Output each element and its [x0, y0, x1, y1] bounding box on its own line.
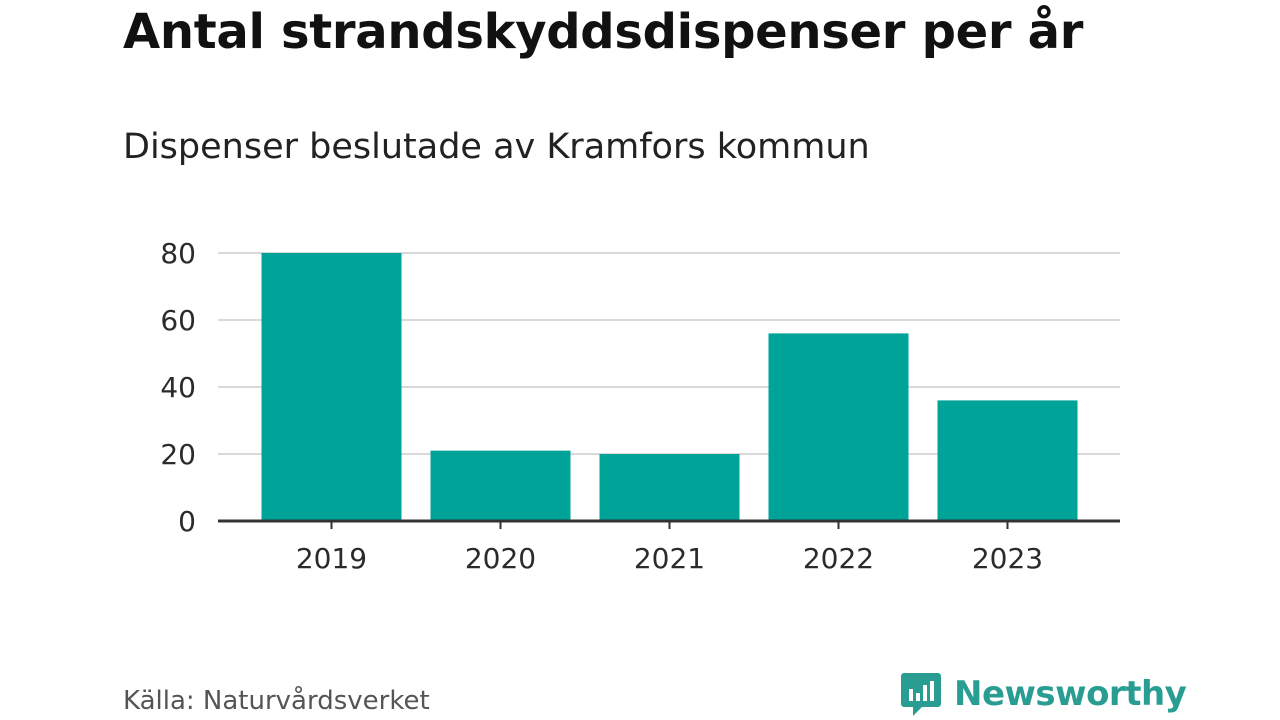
x-tick-label: 2023 — [972, 542, 1043, 575]
brand-name: Newsworthy — [954, 674, 1187, 714]
bar-2020 — [430, 450, 571, 521]
bar-2021 — [599, 454, 740, 521]
bar-2023 — [937, 400, 1078, 521]
x-tick-label: 2022 — [803, 542, 874, 575]
x-tick-label: 2021 — [634, 542, 705, 575]
newsworthy-logo: Newsworthy — [900, 668, 1187, 720]
y-tick-label: 20 — [160, 438, 196, 471]
y-tick-label: 0 — [178, 505, 196, 538]
y-tick-label: 40 — [160, 371, 196, 404]
y-tick-label: 60 — [160, 304, 196, 337]
chart-subtitle: Dispenser beslutade av Kramfors kommun — [123, 127, 870, 167]
y-tick-label: 80 — [160, 237, 196, 270]
newsworthy-logo-icon — [901, 673, 941, 716]
axes: 0 20 40 60 80 2019 2020 2021 2022 2023 — [160, 237, 1120, 575]
x-tick-label: 2019 — [296, 542, 367, 575]
bar-2022 — [768, 333, 909, 521]
source-note: Källa: Naturvårdsverket — [123, 686, 430, 716]
x-tick-label: 2020 — [465, 542, 536, 575]
chart-title: Antal strandskyddsdispenser per år — [123, 4, 1084, 60]
bars — [261, 253, 1078, 521]
bar-2019 — [261, 253, 402, 521]
